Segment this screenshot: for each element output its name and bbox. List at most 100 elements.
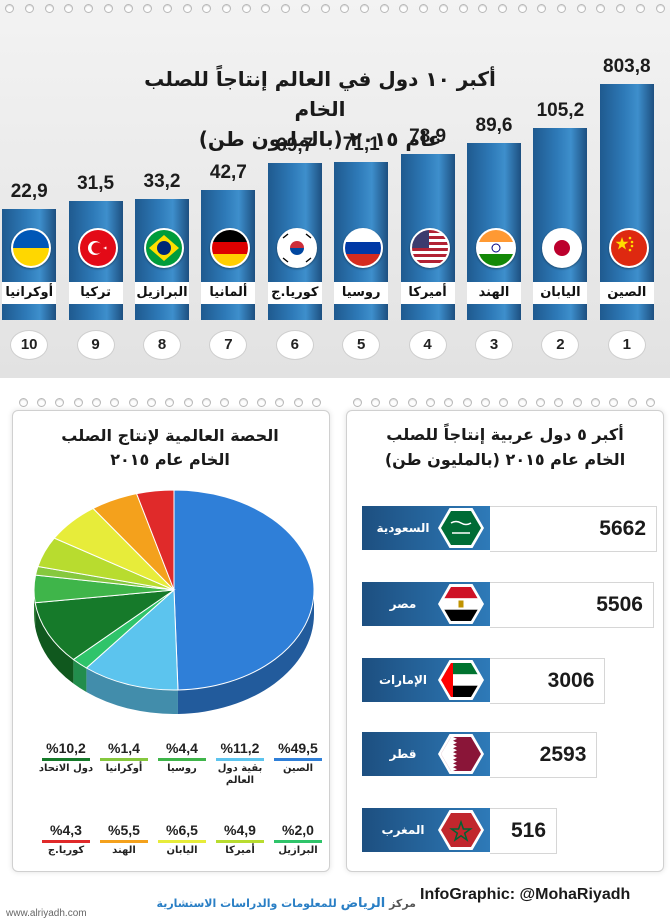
decor-dot (320, 3, 330, 13)
pie-dot-row (14, 396, 326, 408)
legend-label: الصين (282, 763, 314, 774)
bar: الصين (599, 84, 654, 320)
decor-dot (18, 397, 28, 407)
legend-label: دول الاتحاد (38, 763, 94, 774)
decor-dot (73, 397, 83, 407)
morocco-flag (441, 813, 481, 847)
bar-value-label: 33,2 (143, 171, 181, 193)
bar-value-label: 105,2 (536, 100, 585, 121)
decor-dot (399, 3, 409, 13)
legend-item: %10,2 دول الاتحاد (38, 740, 94, 775)
arab-title-line2: الخام عام ٢٠١٥ (بالمليون طن) (384, 450, 626, 469)
legend-label: كوريا.ج (47, 845, 85, 856)
watermark: www.alriyadh.com (6, 908, 87, 919)
legend-swatch (274, 758, 322, 761)
legend-item: %4,4 روسيا (154, 740, 210, 775)
decor-dot (596, 3, 606, 13)
arab-country-name: الإمارات (378, 673, 428, 687)
pie-slice-side (86, 668, 178, 714)
arab-value-bar: 3006 (490, 658, 606, 704)
arab-country-box: مصر (362, 582, 490, 626)
arab-value-bar: 2593 (490, 732, 598, 778)
pie-title-line2: الخام عام ٢٠١٥ (110, 450, 230, 469)
bar: الهند (467, 143, 521, 320)
rank-badge: 10 (10, 330, 49, 360)
decor-dot (499, 397, 509, 407)
decor-dot (655, 3, 665, 13)
decor-dot (143, 3, 153, 13)
bar-value-label: 803,8 (603, 56, 651, 77)
decor-dot (536, 397, 546, 407)
decor-dot (220, 397, 230, 407)
legend-label: الهند (112, 845, 136, 856)
decor-dot (110, 397, 120, 407)
decor-dot (609, 397, 619, 407)
decor-dot (646, 397, 656, 407)
bar-category-label: أميركا (400, 282, 455, 304)
bar: ألمانيا (201, 189, 256, 320)
arab-value-bar: 5506 (490, 582, 654, 628)
bar-value-label: 89,6 (475, 115, 513, 137)
legend-percent: %4,9 (224, 822, 256, 838)
china-flag (608, 228, 649, 268)
bar-column: 22,9 أوكرانيا (2, 179, 57, 320)
decor-dot (444, 397, 454, 407)
top-title-line2: عام ٢٠١٥ (بالمليون طن) (198, 127, 442, 151)
qatar-flag (441, 737, 481, 771)
decor-dot (572, 397, 582, 407)
pie-slice (34, 589, 176, 661)
legend-swatch (216, 758, 264, 761)
legend-label: البرازيل (278, 845, 318, 856)
decor-dot (257, 397, 267, 407)
legend-swatch (274, 840, 322, 843)
pie-title-line1: الحصة العالمية لإنتاج الصلب (61, 426, 279, 445)
arab-country-box: المغرب (362, 808, 490, 852)
credit-text: InfoGraphic: @MohaRiyadh (420, 886, 630, 904)
bar-value-label: 71,1 (342, 133, 380, 155)
decor-dot (591, 397, 601, 407)
pie-slice (85, 588, 179, 691)
decor-dot (554, 397, 564, 407)
decor-dot (537, 3, 547, 13)
legend-label: بقية دول العالم (217, 763, 263, 786)
arab-title-line1: أكبر ٥ دول عربية إنتاجاً للصلب (386, 425, 624, 444)
legend-percent: %49,5 (278, 740, 318, 756)
decor-dot (92, 397, 102, 407)
russia-flag (343, 227, 384, 268)
legend-label: أميركا (225, 845, 255, 856)
decor-dot (202, 3, 212, 13)
center-prefix: مركز (389, 897, 416, 910)
decor-dot (241, 3, 251, 13)
decor-dot (37, 397, 47, 407)
legend-percent: %11,2 (220, 740, 260, 756)
legend-swatch (42, 840, 90, 843)
decor-dot (419, 3, 429, 13)
arab-card (346, 410, 664, 872)
bar-value-label: 69,7 (276, 135, 314, 157)
arab-country-name: المغرب (381, 823, 425, 837)
bar-value-label: 31,5 (77, 172, 115, 194)
decor-dot (517, 3, 527, 13)
decor-dot (352, 397, 362, 407)
legend-item: %4,3 كوريا.ج (38, 822, 94, 857)
decor-dot (64, 3, 74, 13)
decor-dot (55, 397, 65, 407)
decor-dot (312, 397, 322, 407)
legend-item: %2,0 البرازيل (270, 822, 326, 857)
decor-dot (576, 3, 586, 13)
rank-badge: 3 (475, 330, 513, 360)
germany-flag (210, 227, 251, 268)
rank-badge: 7 (209, 330, 248, 360)
decor-dot (627, 397, 637, 407)
footer: InfoGraphic: @MohaRiyadh مركز الرياض للم… (0, 884, 670, 922)
bar: أميركا (400, 154, 455, 320)
pie-slice (135, 489, 175, 591)
legend-percent: %10,2 (46, 740, 86, 756)
decor-dot (162, 3, 172, 13)
pie-slice-side (73, 659, 87, 693)
decor-dot (616, 3, 626, 13)
decor-dot (25, 3, 35, 13)
decor-dot (478, 3, 488, 13)
bar: تركيا (68, 200, 123, 320)
bar-column: 31,5 تركيا (68, 171, 123, 320)
